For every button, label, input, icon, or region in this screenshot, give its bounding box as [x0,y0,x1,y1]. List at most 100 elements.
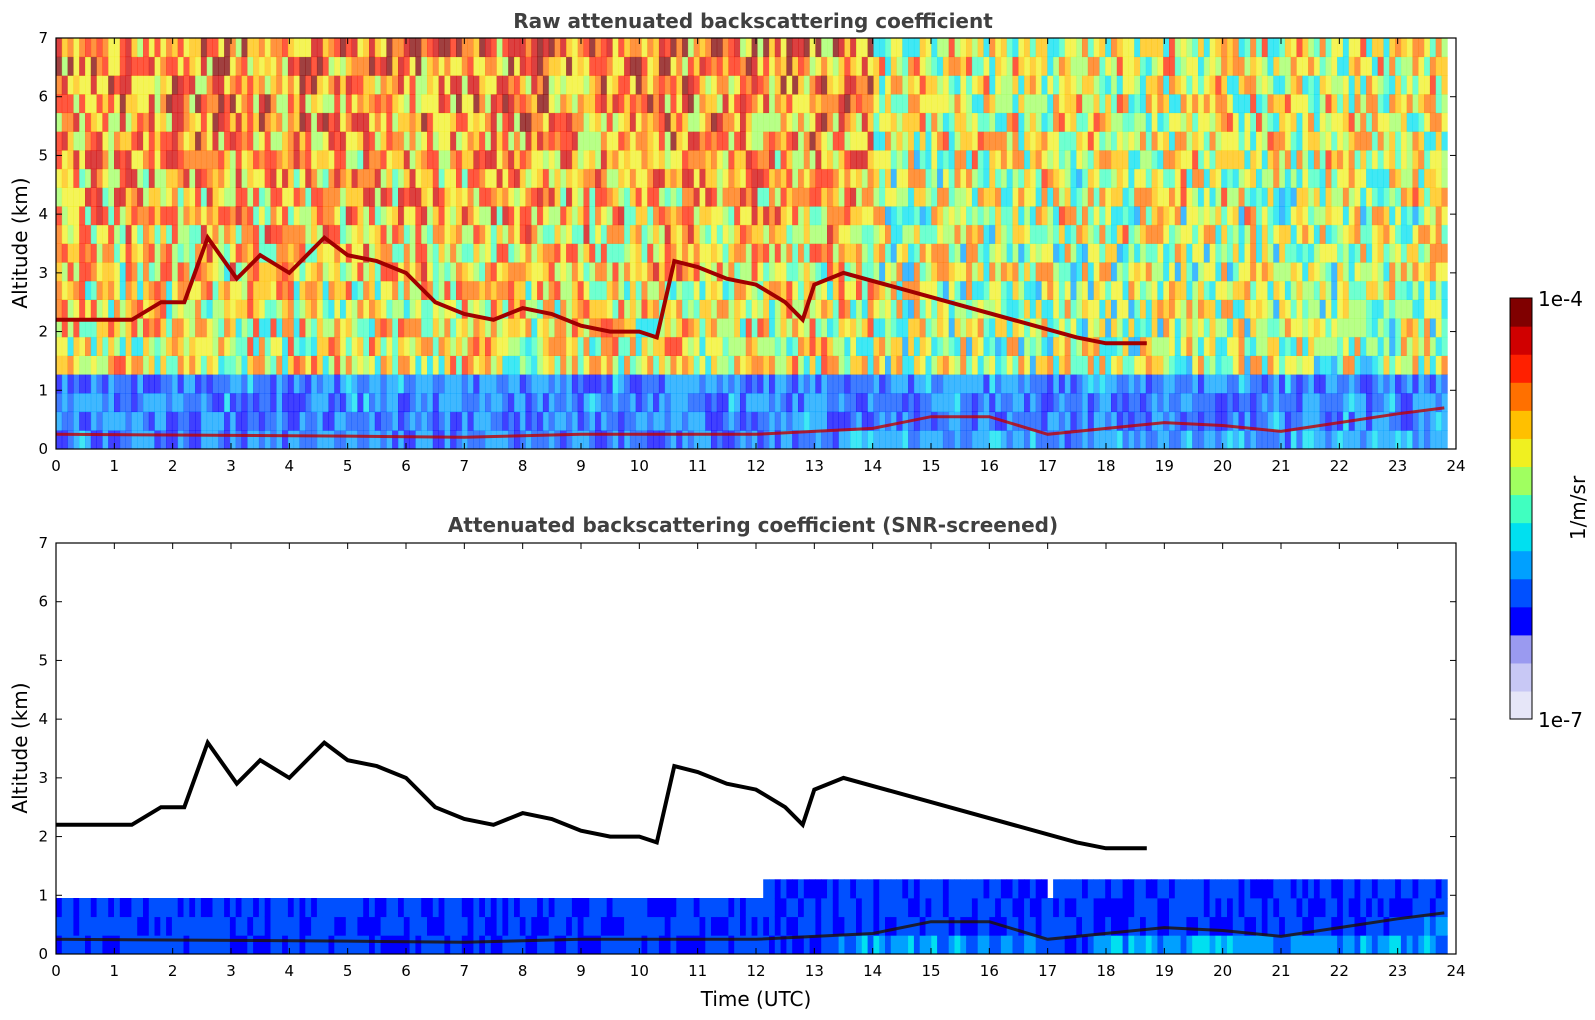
heatmap-cell [861,56,868,76]
heatmap-cell [873,280,880,300]
heatmap-cell [1261,168,1268,188]
heatmap-cell [160,336,167,356]
heatmap-cell [641,243,648,263]
heatmap-cell [340,280,347,300]
heatmap-cell [1029,131,1037,151]
heatmap-cell [1244,374,1251,394]
heatmap-cell [1366,355,1373,375]
heatmap-cell [444,280,451,300]
heatmap-cell [670,56,677,76]
heatmap-cell [1180,131,1187,151]
heatmap-cell [374,262,381,282]
heatmap-cell [670,112,677,132]
heatmap-cell [624,299,631,319]
heatmap-cell [421,243,428,263]
heatmap-cell [1302,336,1309,356]
heatmap-cell [571,430,579,450]
heatmap-cell [1221,243,1228,263]
heatmap-cell [1128,243,1135,263]
heatmap-cell [1227,243,1234,263]
heatmap-cell [682,355,689,375]
heatmap-cell [896,94,903,114]
heatmap-cell [948,262,955,282]
heatmap-cell [96,374,103,394]
heatmap-cell [844,168,851,188]
heatmap-cell [769,94,776,114]
heatmap-cell [983,393,990,413]
heatmap-cell [369,131,376,151]
heatmap-cell [496,336,503,356]
heatmap-cell [971,243,979,263]
heatmap-cell [322,336,329,356]
heatmap-cell [56,38,63,58]
heatmap-cell [1354,38,1361,58]
heatmap-cell [1076,112,1083,132]
heatmap-cell [1105,318,1112,338]
heatmap-cell [850,94,857,114]
heatmap-cell [137,56,144,76]
heatmap-cell [1111,336,1118,356]
heatmap-cell [1122,206,1129,226]
heatmap-cell [1348,430,1355,450]
heatmap-cell [722,38,729,58]
heatmap-cell [670,393,677,413]
heatmap-cell [1273,94,1280,114]
heatmap-cell [415,336,422,356]
heatmap-cell [693,280,700,300]
heatmap-cell [1018,187,1025,207]
heatmap-cell [1267,56,1274,76]
heatmap-cell [705,187,712,207]
heatmap-cell [293,336,300,356]
heatmap-cell [328,168,335,188]
heatmap-cell [467,94,474,114]
heatmap-cell [734,318,741,338]
heatmap-cell [902,262,909,282]
heatmap-cell [1360,355,1367,375]
heatmap-cell [664,262,671,282]
heatmap-cell [461,374,468,394]
heatmap-cell [1000,280,1008,300]
heatmap-cell [589,150,596,170]
heatmap-cell [61,168,68,188]
heatmap-cell [166,150,173,170]
heatmap-cell [200,374,208,394]
heatmap-cell [867,336,874,356]
heatmap-cell [734,150,741,170]
heatmap-cell [125,150,132,170]
heatmap-cell [832,374,839,394]
heatmap-cell [1128,299,1135,319]
heatmap-cell [1256,38,1263,58]
heatmap-cell [392,280,399,300]
heatmap-cell [351,430,358,450]
heatmap-cell [432,112,439,132]
heatmap-cell [711,374,718,394]
heatmap-cell [728,38,735,58]
heatmap-cell [792,243,799,263]
heatmap-cell [1192,262,1199,282]
heatmap-cell [966,374,973,394]
heatmap-cell [160,112,167,132]
heatmap-cell [612,262,619,282]
heatmap-cell [1012,355,1019,375]
heatmap-cell [861,224,868,244]
heatmap-cell [1041,75,1048,95]
heatmap-cell [461,411,468,431]
heatmap-cell [873,336,880,356]
heatmap-cell [595,187,602,207]
heatmap-cell [664,355,671,375]
heatmap-cell [73,150,80,170]
heatmap-cell [942,280,950,300]
heatmap-cell [653,430,660,450]
heatmap-cell [1256,94,1263,114]
heatmap-cell [606,38,613,58]
heatmap-cell [502,262,509,282]
heatmap-cell [212,38,219,58]
heatmap-cell [1256,374,1263,394]
heatmap-cell [670,206,677,226]
heatmap-cell [861,374,868,394]
heatmap-cell [224,336,231,356]
heatmap-cell [380,112,387,132]
heatmap-cell [786,355,793,375]
heatmap-cell [751,187,758,207]
heatmap-cell [473,355,480,375]
